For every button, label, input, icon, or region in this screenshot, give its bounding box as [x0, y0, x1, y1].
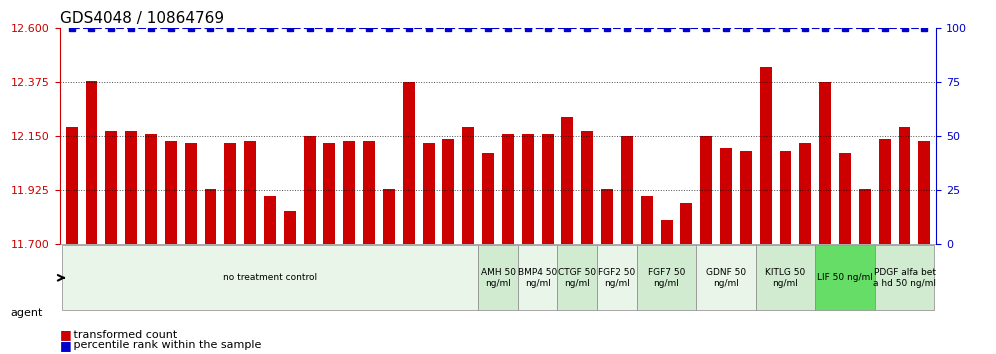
FancyBboxPatch shape — [598, 245, 636, 310]
Bar — [184, 143, 196, 244]
Text: PDGF alfa bet
a hd 50 ng/ml: PDGF alfa bet a hd 50 ng/ml — [873, 268, 936, 287]
Bar — [640, 196, 652, 244]
Bar — [562, 117, 574, 244]
Bar — [145, 134, 157, 244]
Text: transformed count: transformed count — [70, 330, 177, 339]
FancyBboxPatch shape — [518, 245, 558, 310]
Bar — [204, 189, 216, 244]
Bar — [224, 143, 236, 244]
Bar — [502, 134, 514, 244]
Bar — [660, 220, 672, 244]
Text: ■: ■ — [60, 339, 72, 352]
FancyBboxPatch shape — [874, 245, 934, 310]
Bar — [324, 143, 336, 244]
FancyBboxPatch shape — [816, 245, 874, 310]
Bar — [820, 82, 831, 244]
Bar — [66, 127, 78, 244]
FancyBboxPatch shape — [696, 245, 756, 310]
Bar — [720, 148, 732, 244]
Text: ■: ■ — [60, 328, 72, 341]
Bar — [780, 150, 792, 244]
Bar — [878, 139, 890, 244]
FancyBboxPatch shape — [636, 245, 696, 310]
FancyBboxPatch shape — [62, 245, 478, 310]
Bar — [898, 127, 910, 244]
Bar — [700, 136, 712, 244]
Text: LIF 50 ng/ml: LIF 50 ng/ml — [817, 273, 872, 282]
Bar — [582, 131, 594, 244]
FancyBboxPatch shape — [756, 245, 816, 310]
Bar — [364, 141, 375, 244]
Bar — [344, 141, 356, 244]
Bar — [839, 153, 851, 244]
Bar — [264, 196, 276, 244]
Bar — [304, 136, 316, 244]
Bar — [462, 127, 474, 244]
Bar — [125, 131, 137, 244]
Bar — [86, 81, 98, 244]
Text: FGF2 50
ng/ml: FGF2 50 ng/ml — [599, 268, 635, 287]
Text: CTGF 50
ng/ml: CTGF 50 ng/ml — [558, 268, 597, 287]
Text: KITLG 50
ng/ml: KITLG 50 ng/ml — [765, 268, 806, 287]
Bar — [680, 203, 692, 244]
Text: GDS4048 / 10864769: GDS4048 / 10864769 — [60, 11, 224, 26]
Text: percentile rank within the sample: percentile rank within the sample — [70, 340, 261, 350]
Text: FGF7 50
ng/ml: FGF7 50 ng/ml — [647, 268, 685, 287]
Bar — [165, 141, 176, 244]
Bar — [740, 150, 752, 244]
Text: agent: agent — [10, 308, 43, 318]
Bar — [859, 189, 871, 244]
Text: AMH 50
ng/ml: AMH 50 ng/ml — [480, 268, 516, 287]
Bar — [800, 143, 812, 244]
Text: no treatment control: no treatment control — [223, 273, 317, 282]
Bar — [422, 143, 434, 244]
Bar — [522, 134, 534, 244]
Bar — [482, 153, 494, 244]
FancyBboxPatch shape — [478, 245, 518, 310]
Bar — [244, 141, 256, 244]
FancyBboxPatch shape — [558, 245, 598, 310]
Bar — [284, 211, 296, 244]
Bar — [918, 141, 930, 244]
Bar — [621, 136, 632, 244]
Bar — [760, 67, 772, 244]
Bar — [106, 131, 118, 244]
Text: BMP4 50
ng/ml: BMP4 50 ng/ml — [518, 268, 558, 287]
Bar — [542, 134, 554, 244]
Bar — [442, 139, 454, 244]
Text: GDNF 50
ng/ml: GDNF 50 ng/ml — [706, 268, 746, 287]
Bar — [402, 82, 414, 244]
Bar — [602, 189, 613, 244]
Bar — [383, 189, 394, 244]
